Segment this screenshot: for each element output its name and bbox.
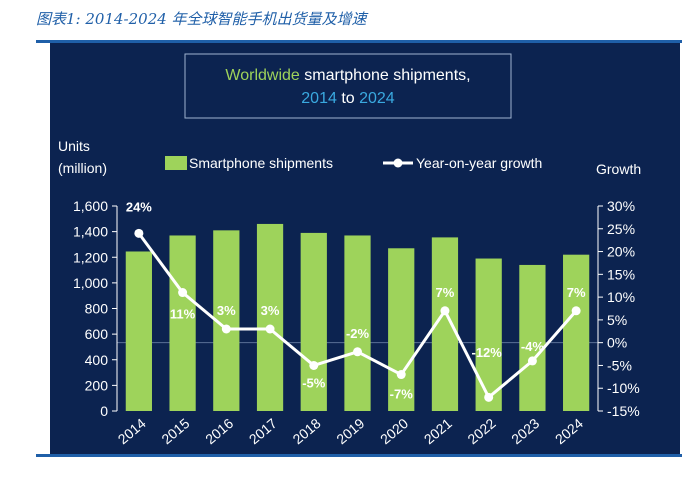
growth-data-label: 3% bbox=[261, 303, 280, 318]
title-year-start: 2014 bbox=[301, 90, 337, 107]
left-axis-title-line1: Units bbox=[58, 138, 90, 154]
shipment-bar bbox=[344, 235, 371, 411]
shipment-bar bbox=[563, 254, 590, 411]
right-tick-label: -10% bbox=[607, 380, 640, 396]
right-tick-label: 30% bbox=[607, 198, 635, 214]
right-tick-label: 0% bbox=[607, 335, 627, 351]
growth-point bbox=[396, 370, 406, 380]
right-tick-label: 25% bbox=[607, 221, 635, 237]
left-tick-label: 800 bbox=[85, 301, 109, 317]
right-tick-label: 20% bbox=[607, 244, 635, 260]
growth-data-label: -2% bbox=[346, 326, 370, 341]
figure-caption: 图表1: 2014-2024 年全球智能手机出货量及增速 bbox=[36, 10, 367, 28]
left-tick-label: 1,000 bbox=[73, 275, 108, 291]
bottom-rule bbox=[36, 454, 682, 457]
shipment-bar bbox=[169, 235, 196, 411]
shipments-chart: Worldwide smartphone shipments, 2014 to … bbox=[50, 43, 680, 454]
title-box bbox=[184, 53, 512, 119]
growth-data-label: -12% bbox=[472, 345, 503, 360]
growth-data-label: -5% bbox=[302, 375, 326, 390]
right-axis-title: Growth bbox=[596, 161, 641, 177]
right-tick-label: 5% bbox=[607, 312, 627, 328]
growth-point bbox=[221, 324, 231, 334]
growth-point bbox=[484, 392, 494, 402]
growth-data-label: 3% bbox=[217, 303, 236, 318]
growth-data-label: 7% bbox=[436, 285, 455, 300]
growth-point bbox=[571, 306, 581, 316]
shipment-bar bbox=[519, 264, 546, 411]
left-tick-label: 200 bbox=[85, 377, 109, 393]
left-tick-label: 400 bbox=[85, 352, 109, 368]
left-axis-title-line2: (million) bbox=[58, 160, 107, 176]
title-year-end: 2024 bbox=[359, 90, 395, 107]
legend-bar-label: Smartphone shipments bbox=[189, 155, 333, 171]
left-tick-label: 1,600 bbox=[73, 198, 108, 214]
growth-data-label: 7% bbox=[567, 285, 586, 300]
shipment-bar bbox=[300, 232, 327, 411]
left-tick-label: 1,200 bbox=[73, 249, 108, 265]
chart-title-line2: 2014 to 2024 bbox=[301, 90, 395, 107]
growth-data-label: -4% bbox=[521, 339, 545, 354]
growth-point bbox=[178, 288, 188, 298]
shipment-bar bbox=[125, 251, 152, 411]
caption-rule bbox=[36, 40, 682, 43]
shipment-bar bbox=[388, 248, 415, 411]
left-tick-label: 1,400 bbox=[73, 224, 108, 240]
growth-point bbox=[353, 347, 362, 357]
growth-data-label: 24% bbox=[126, 199, 152, 214]
right-tick-label: -5% bbox=[607, 357, 632, 373]
growth-point bbox=[527, 356, 537, 366]
right-tick-label: 15% bbox=[607, 266, 635, 282]
legend-bar-swatch bbox=[165, 156, 187, 170]
growth-point bbox=[134, 228, 144, 238]
right-tick-label: 10% bbox=[607, 289, 635, 305]
title-highlight-worldwide: Worldwide bbox=[225, 67, 300, 84]
chart-title-line1: Worldwide smartphone shipments, bbox=[225, 67, 470, 84]
right-tick-label: -15% bbox=[607, 403, 640, 419]
title-rest: smartphone shipments, bbox=[300, 67, 471, 84]
growth-point bbox=[309, 360, 319, 370]
left-tick-label: 600 bbox=[85, 326, 109, 342]
title-to: to bbox=[337, 90, 359, 107]
legend-line-label: Year-on-year growth bbox=[416, 155, 542, 171]
left-tick-label: 0 bbox=[100, 403, 108, 419]
growth-point bbox=[440, 306, 450, 316]
growth-data-label: 11% bbox=[170, 307, 196, 322]
shipment-bar bbox=[256, 223, 284, 411]
legend-line-marker bbox=[393, 158, 403, 168]
growth-point bbox=[265, 324, 275, 334]
growth-data-label: -7% bbox=[390, 387, 414, 402]
shipment-bar bbox=[475, 258, 502, 411]
